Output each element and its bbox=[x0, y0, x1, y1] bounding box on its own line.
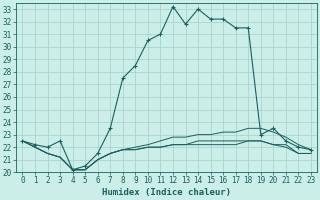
X-axis label: Humidex (Indice chaleur): Humidex (Indice chaleur) bbox=[102, 188, 231, 197]
